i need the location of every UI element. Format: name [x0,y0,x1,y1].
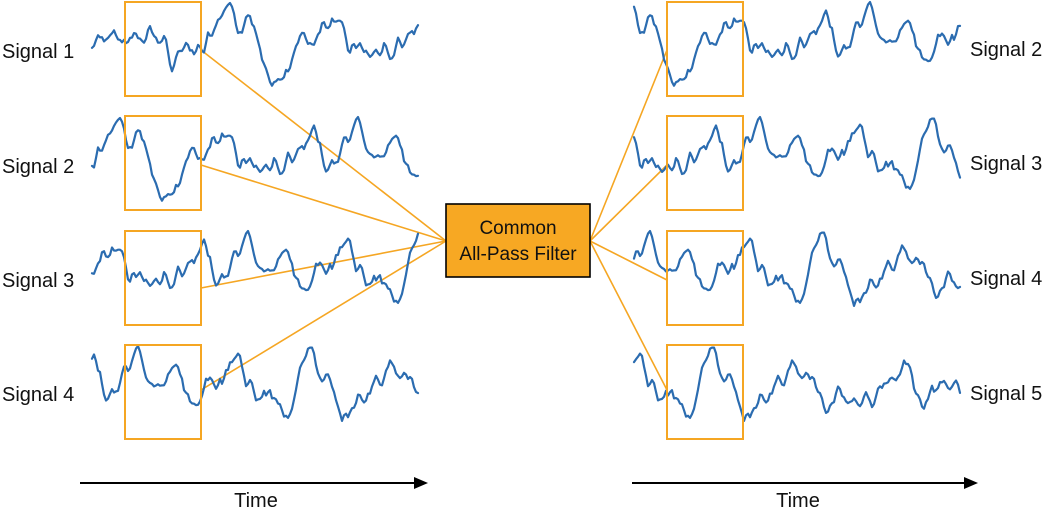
left-window-1 [124,1,202,97]
connector-lines [200,49,668,391]
right-waveform-1 [632,0,962,87]
right-window-4 [666,344,744,440]
left-window-2 [124,115,202,211]
right-signal-label-1: Signal 2 [970,39,1042,61]
left-connector-1 [200,49,447,242]
right-time-axis [632,477,978,489]
right-connector-3 [589,240,668,281]
left-connector-3 [200,240,447,289]
right-connector-4 [589,240,668,391]
left-signal-label-3: Signal 3 [2,270,74,292]
right-time-label: Time [776,490,820,512]
filter-label-line-2: All-Pass Filter [459,244,577,265]
right-signal-label-3: Signal 4 [970,268,1042,290]
right-connector-2 [589,164,668,242]
left-signal-label-4: Signal 4 [2,384,74,406]
left-window-4 [124,344,202,440]
left-waveform-2 [90,115,420,202]
right-signal-label-4: Signal 5 [970,383,1042,405]
left-waveform-1 [90,1,420,87]
left-time-axis [80,477,428,489]
right-window-3 [666,230,744,326]
left-signal-label-1: Signal 1 [2,41,74,63]
right-window-2 [666,115,744,211]
left-window-3 [124,230,202,326]
left-signal-label-2: Signal 2 [2,156,74,178]
right-waveform-3 [632,229,962,307]
filter-label-line-1: Common [479,218,556,239]
waveforms [90,0,962,422]
right-window-1 [666,1,744,97]
left-waveform-4 [90,344,420,422]
highlight-windows [124,1,744,440]
left-connector-4 [200,240,447,391]
common-all-pass-filter-box [445,203,591,278]
left-connector-2 [200,164,447,242]
right-signal-label-2: Signal 3 [970,153,1042,175]
right-waveform-4 [632,346,962,422]
left-time-label: Time [234,490,278,512]
right-waveform-2 [632,115,962,190]
left-waveform-3 [90,229,420,304]
right-connector-1 [589,49,668,242]
